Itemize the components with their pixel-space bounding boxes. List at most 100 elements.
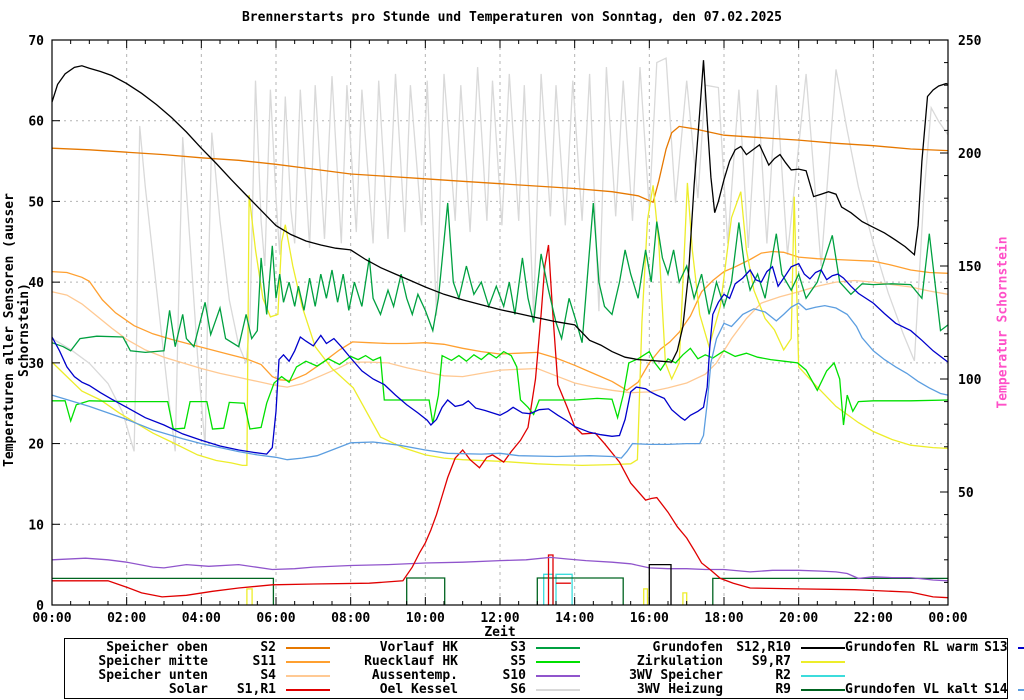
series-R9 [712, 577, 948, 605]
x-tick-label: 00:00 [928, 611, 967, 626]
series-R10 [648, 563, 672, 605]
series-S13 [51, 262, 949, 455]
y-right-tick-label: 250 [958, 34, 982, 49]
y-left-tick-label: 20 [28, 438, 44, 453]
legend-line-swatch [801, 660, 845, 663]
series-S11 [51, 250, 949, 392]
x-axis-label: Zeit [484, 625, 516, 640]
x-tick-label: 12:00 [480, 611, 519, 626]
legend-item-3wv-speicher: 3WV Speicher R2 [580, 667, 845, 683]
y-left-tick-label: 40 [28, 276, 44, 291]
legend-label: Solar [168, 681, 208, 697]
legend-item-zirkulation: Zirkulation S9,R7 [580, 653, 845, 669]
legend-code: R9 [775, 681, 791, 697]
legend-item-grundofen: Grundofen S12,R10 [580, 639, 845, 655]
series-S9 [51, 182, 949, 467]
legend-code: R2 [775, 667, 791, 683]
legend-item-grundofen-rl-warm: Grundofen RL warm S13 [845, 639, 1024, 655]
legend-line-swatch [286, 688, 330, 691]
series-R9 [406, 577, 446, 605]
series-S1 [52, 244, 949, 599]
y-left-tick-label: 0 [36, 599, 44, 614]
legend-line-swatch [536, 646, 580, 649]
series-S10 [51, 556, 949, 582]
x-tick-label: 06:00 [256, 611, 295, 626]
x-tick-label: 14:00 [555, 611, 594, 626]
legend-item-speicher-oben: Speicher oben S2 [65, 639, 330, 655]
legend-line-swatch [536, 674, 580, 677]
x-tick-label: 00:00 [32, 611, 71, 626]
legend-label: Aussentemp. [371, 667, 458, 683]
legend-line-swatch [801, 646, 845, 649]
legend-column-4: Grundofen RL warm S13 Grundofen VL kalt S1… [845, 639, 1024, 697]
series-R9 [536, 577, 624, 605]
legend-line-swatch [801, 674, 845, 677]
x-tick-label: 18:00 [704, 611, 743, 626]
chart-title: Brennerstarts pro Stunde und Temperature… [241, 10, 783, 25]
y-left-tick-label: 70 [28, 34, 44, 49]
legend-line-swatch [536, 660, 580, 663]
legend-code: S1,R1 [236, 681, 276, 697]
legend-item-vorlauf-hk: Vorlauf HK S3 [330, 639, 580, 655]
legend-label: Grundofen RL warm [845, 639, 979, 655]
legend-label: Zirkulation [636, 653, 723, 669]
series-R9 [52, 577, 275, 605]
x-tick-label: 08:00 [331, 611, 370, 626]
legend-item-solar: Solar S1,R1 [65, 681, 330, 697]
legend-column-2: Vorlauf HK S3 Ruecklauf HK S5 Aussentemp. S… [330, 639, 580, 697]
legend-item-oel-kessel: Oel Kessel S6 [330, 681, 580, 697]
legend-label: 3WV Heizung [636, 681, 723, 697]
legend-item-3wv-heizung: 3WV Heizung R9 [580, 681, 845, 697]
legend-label: Speicher oben [106, 639, 208, 655]
series-S2 [51, 125, 949, 204]
legend-line-swatch [1017, 646, 1024, 649]
legend-code: S14 [984, 681, 1008, 697]
legend-column-3: Grundofen S12,R10 Zirkulation S9,R7 3WV Sp… [580, 639, 845, 697]
legend-code: S4 [260, 667, 276, 683]
legend-box: Speicher oben S2 Speicher mitte S11 Speich… [64, 638, 1024, 699]
legend-item-grundofen-vl-kalt: Grundofen VL kalt S14 [845, 681, 1024, 697]
x-tick-label: 20:00 [779, 611, 818, 626]
series-S3 [51, 202, 949, 354]
x-tick-label: 16:00 [630, 611, 669, 626]
y-right-tick-label: 100 [958, 373, 982, 388]
y-left-tick-label: 30 [28, 357, 44, 372]
y-left-tick-label: 50 [28, 195, 44, 210]
x-tick-label: 04:00 [182, 611, 221, 626]
legend-line-swatch [286, 674, 330, 677]
legend-label: Speicher unten [98, 667, 208, 683]
series-R7 [643, 588, 649, 605]
legend-line-swatch [286, 660, 330, 663]
legend-label: Vorlauf HK [379, 639, 458, 655]
legend-label: Grundofen [652, 639, 723, 655]
series-S6 [51, 57, 949, 452]
legend-code: S12,R10 [736, 639, 791, 655]
y-right-tick-label: 50 [958, 486, 974, 501]
series-R7 [682, 592, 688, 605]
legend-label: Speicher mitte [98, 653, 208, 669]
legend-code: S13 [984, 639, 1008, 655]
legend-line-swatch [1017, 688, 1024, 691]
series-S14 [51, 302, 949, 461]
legend-code: S5 [510, 653, 526, 669]
y-right-tick-label: 200 [958, 147, 982, 162]
series-S12 [51, 60, 949, 363]
series-R1 [547, 554, 554, 605]
series-S4 [51, 279, 949, 394]
series-S5 [52, 347, 949, 430]
legend-label: 3WV Speicher [629, 667, 723, 683]
y-left-tick-label: 10 [28, 518, 44, 533]
legend-item-ruecklauf-hk: Ruecklauf HK S5 [330, 653, 580, 669]
series-R2 [555, 573, 573, 605]
legend-label: Oel Kessel [379, 681, 458, 697]
legend-code: S2 [260, 639, 276, 655]
legend-label: Ruecklauf HK [364, 653, 458, 669]
legend-line-swatch [286, 646, 330, 649]
legend-line-swatch [536, 688, 580, 691]
y-right-tick-label: 150 [958, 260, 982, 275]
legend-code: S6 [510, 681, 526, 697]
legend-label: Grundofen VL kalt [845, 681, 979, 697]
x-tick-label: 02:00 [107, 611, 146, 626]
